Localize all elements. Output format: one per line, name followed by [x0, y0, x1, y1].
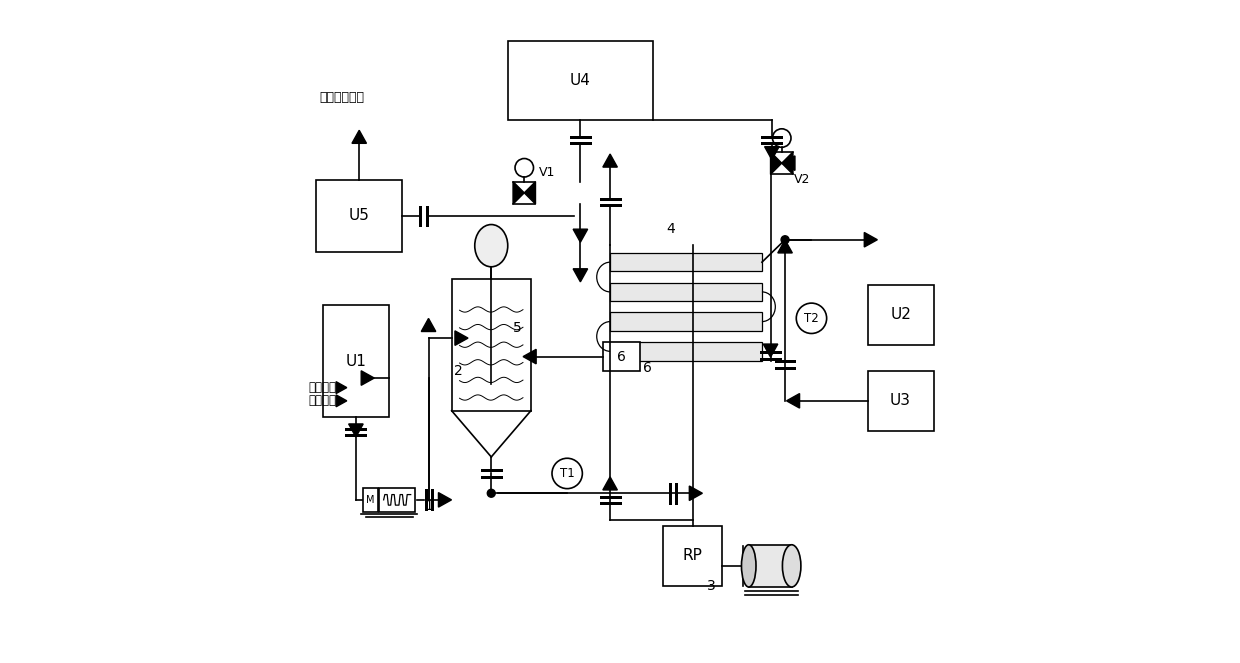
Bar	[749, 545, 791, 587]
Bar	[507, 41, 653, 120]
Text: U1: U1	[346, 353, 366, 369]
Bar	[610, 342, 761, 361]
Polygon shape	[439, 493, 451, 507]
Text: V2: V2	[794, 173, 810, 186]
Text: U5: U5	[348, 208, 370, 223]
Text: V1: V1	[539, 166, 556, 180]
Bar	[604, 342, 640, 371]
Polygon shape	[573, 269, 588, 282]
Polygon shape	[781, 152, 792, 174]
Ellipse shape	[475, 225, 507, 267]
Bar	[379, 488, 415, 512]
Bar	[322, 305, 389, 417]
Polygon shape	[573, 229, 588, 242]
Polygon shape	[864, 233, 878, 247]
Text: 4: 4	[666, 222, 676, 236]
Text: U4: U4	[570, 73, 590, 88]
Polygon shape	[513, 182, 525, 204]
Polygon shape	[603, 154, 618, 167]
Text: 3: 3	[707, 579, 715, 593]
Bar	[610, 312, 761, 331]
Ellipse shape	[782, 545, 801, 587]
Text: 6: 6	[644, 361, 652, 375]
Text: U2: U2	[890, 308, 911, 322]
Text: 5: 5	[513, 321, 522, 335]
Polygon shape	[764, 344, 777, 357]
Text: 2: 2	[454, 364, 463, 378]
Polygon shape	[451, 410, 531, 457]
Polygon shape	[765, 147, 779, 160]
Text: T1: T1	[559, 467, 574, 480]
Text: U3: U3	[890, 393, 911, 408]
Bar	[610, 253, 761, 271]
Text: RP: RP	[683, 548, 703, 564]
Text: 6: 6	[618, 349, 626, 363]
Polygon shape	[786, 394, 800, 408]
Polygon shape	[336, 395, 347, 407]
Bar	[451, 278, 531, 410]
Polygon shape	[455, 331, 467, 345]
Ellipse shape	[742, 545, 756, 587]
Circle shape	[781, 236, 789, 244]
Polygon shape	[361, 371, 374, 385]
Polygon shape	[777, 240, 792, 253]
Polygon shape	[782, 156, 795, 170]
Polygon shape	[422, 318, 435, 332]
Text: 污泥来料: 污泥来料	[309, 381, 336, 394]
Text: T2: T2	[804, 312, 818, 325]
Text: M: M	[366, 495, 374, 505]
Text: 1: 1	[424, 499, 433, 513]
Bar	[868, 285, 934, 345]
Polygon shape	[352, 130, 367, 143]
Polygon shape	[603, 477, 618, 490]
Polygon shape	[348, 424, 363, 437]
Polygon shape	[525, 182, 536, 204]
Bar	[868, 371, 934, 430]
Bar	[362, 488, 378, 512]
Polygon shape	[523, 349, 536, 364]
Circle shape	[487, 489, 495, 497]
Polygon shape	[770, 152, 781, 174]
Bar	[663, 526, 723, 585]
Polygon shape	[689, 486, 702, 501]
Text: 对外无害排放: 对外无害排放	[319, 91, 363, 103]
Text: 调配用水: 调配用水	[309, 394, 336, 407]
Polygon shape	[336, 382, 347, 394]
Bar	[610, 282, 761, 301]
Bar	[316, 180, 402, 253]
